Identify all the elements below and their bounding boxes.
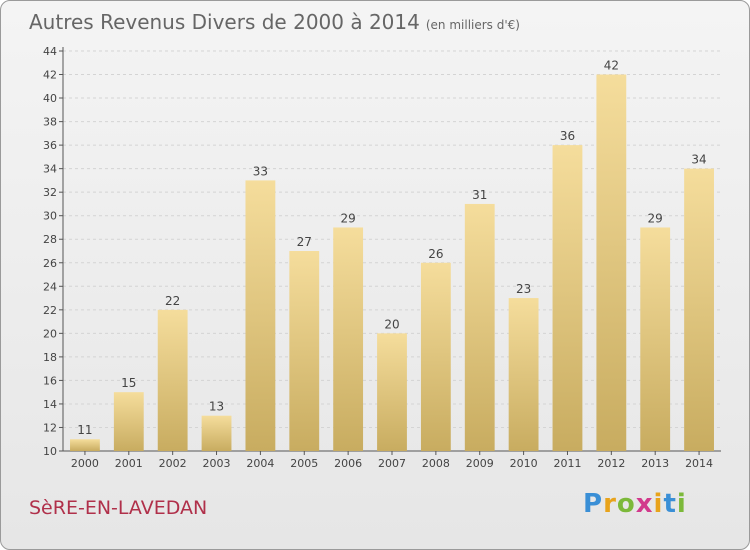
bar-2008: [420, 262, 451, 451]
y-tick-label: 44: [43, 45, 57, 58]
y-tick-label: 20: [43, 327, 57, 340]
bar-value-label: 22: [165, 294, 180, 308]
x-tick-label: 2008: [422, 457, 450, 470]
chart-unit: (en milliers d'€): [425, 18, 520, 32]
proxiti-logo: Proxiti: [583, 489, 687, 519]
bar-2011: [552, 145, 583, 451]
x-tick-label: 2013: [641, 457, 669, 470]
bar-value-label: 36: [560, 129, 575, 143]
bar-value-label: 29: [340, 211, 355, 225]
bar-value-label: 23: [516, 282, 531, 296]
bar-value-label: 15: [121, 376, 136, 390]
y-tick-label: 10: [43, 445, 57, 458]
bar-value-label: 20: [384, 317, 399, 331]
chart-title-text: Autres Revenus Divers de 2000 à 2014: [29, 10, 420, 34]
bar-2004: [245, 180, 276, 452]
y-tick-label: 32: [43, 186, 57, 199]
y-tick-label: 24: [43, 280, 57, 293]
x-tick-label: 2011: [553, 457, 581, 470]
x-tick-label: 2014: [685, 457, 713, 470]
x-tick-label: 2004: [246, 457, 274, 470]
x-tick-label: 2009: [466, 457, 494, 470]
y-tick-label: 26: [43, 257, 57, 270]
bar-value-label: 31: [472, 188, 487, 202]
y-tick-label: 38: [43, 116, 57, 129]
y-tick-label: 40: [43, 92, 57, 105]
bar-2006: [333, 227, 364, 451]
y-tick-label: 42: [43, 69, 57, 82]
bar-2010: [508, 298, 539, 451]
bar-value-label: 13: [209, 400, 224, 414]
x-tick-label: 2005: [290, 457, 318, 470]
x-tick-label: 2006: [334, 457, 362, 470]
bar-2001: [113, 392, 144, 451]
y-tick-label: 34: [43, 163, 57, 176]
x-tick-label: 2007: [378, 457, 406, 470]
bar-2007: [377, 333, 407, 451]
y-tick-label: 22: [43, 304, 57, 317]
bar-2002: [157, 309, 188, 451]
bar-2000: [70, 439, 100, 451]
bar-value-label: 29: [648, 211, 663, 225]
x-tick-label: 2010: [510, 457, 538, 470]
y-tick-label: 14: [43, 398, 57, 411]
y-tick-label: 18: [43, 351, 57, 364]
bar-2009: [464, 203, 495, 451]
bar-value-label: 26: [428, 247, 443, 261]
bar-value-label: 42: [604, 59, 619, 73]
x-tick-label: 2003: [203, 457, 231, 470]
y-tick-label: 12: [43, 421, 57, 434]
bar-value-label: 11: [77, 423, 92, 437]
bar-value-label: 27: [297, 235, 312, 249]
x-tick-label: 2002: [159, 457, 187, 470]
x-tick-label: 2001: [115, 457, 143, 470]
commune-name: SèRE-EN-LAVEDAN: [29, 497, 208, 519]
y-tick-label: 36: [43, 139, 57, 152]
bar-2013: [640, 227, 671, 451]
bar-2003: [201, 415, 232, 451]
y-tick-label: 30: [43, 210, 57, 223]
y-tick-label: 28: [43, 233, 57, 246]
bar-2005: [289, 251, 320, 451]
bar-value-label: 34: [691, 153, 706, 167]
bar-2014: [684, 168, 714, 451]
x-tick-label: 2000: [71, 457, 99, 470]
y-tick-label: 16: [43, 374, 57, 387]
bar-value-label: 33: [253, 164, 268, 178]
x-tick-label: 2012: [597, 457, 625, 470]
bar-2012: [596, 74, 627, 451]
chart-title: Autres Revenus Divers de 2000 à 2014 (en …: [29, 10, 520, 34]
